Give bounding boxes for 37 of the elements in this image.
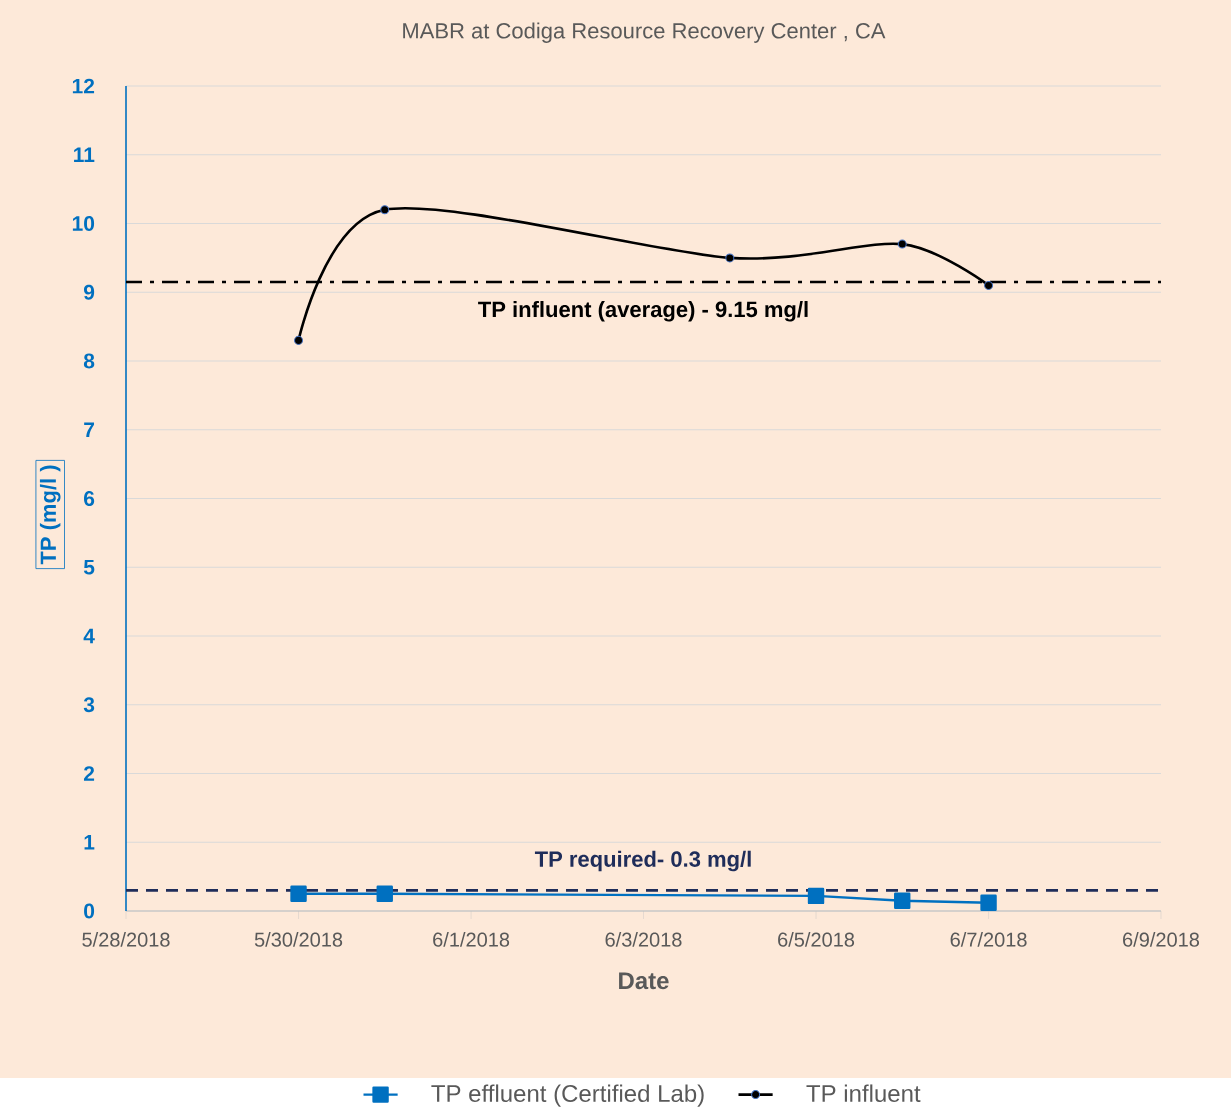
point bbox=[897, 239, 907, 249]
y-tick-label: 11 bbox=[74, 147, 95, 163]
y-tick-label: 1 bbox=[84, 835, 95, 850]
x-tick-label: 5/30/2018 bbox=[254, 932, 343, 947]
point bbox=[294, 335, 304, 345]
legend-label: TP effluent (Certified Lab) bbox=[431, 1084, 704, 1107]
point bbox=[984, 280, 994, 290]
point bbox=[376, 885, 393, 903]
y-tick-label: 3 bbox=[83, 697, 95, 713]
y-axis-title: TP (mg/l ) bbox=[39, 465, 61, 565]
point bbox=[894, 892, 911, 909]
ref-line-label: TP influent (average) - 9.15 mg/l bbox=[478, 301, 808, 322]
y-tick-label: 6 bbox=[84, 491, 95, 507]
y-tick-label: 4 bbox=[83, 628, 95, 644]
y-tick-label: 5 bbox=[83, 560, 95, 575]
x-tick-label: 6/7/2018 bbox=[950, 932, 1027, 947]
y-tick-label: 7 bbox=[84, 422, 95, 438]
y-tick-label: 9 bbox=[83, 284, 95, 300]
y-tick-label: 8 bbox=[83, 353, 95, 369]
y-tick-label: 10 bbox=[72, 216, 95, 232]
x-tick-label: 6/1/2018 bbox=[433, 932, 510, 947]
ref-line-label: TP required- 0.3 mg/l bbox=[534, 850, 751, 872]
x-tick-label: 6/3/2018 bbox=[605, 932, 682, 947]
point bbox=[380, 205, 390, 215]
x-tick-label: 6/5/2018 bbox=[778, 932, 855, 947]
y-tick-label: 12 bbox=[72, 78, 95, 94]
point bbox=[807, 887, 825, 905]
point bbox=[290, 885, 307, 903]
chart-title: MABR at Codiga Resource Recovery Center , CA bbox=[403, 22, 886, 44]
x-tick-label: 6/9/2018 bbox=[1123, 932, 1200, 947]
legend-label: TP influent bbox=[806, 1084, 921, 1103]
x-axis-title: Date bbox=[619, 972, 669, 990]
y-tick-label: 0 bbox=[84, 903, 95, 919]
x-tick-label: 5/28/2018 bbox=[82, 932, 170, 947]
point bbox=[725, 253, 735, 263]
y-tick-label: 2 bbox=[83, 766, 95, 781]
point bbox=[980, 894, 997, 912]
